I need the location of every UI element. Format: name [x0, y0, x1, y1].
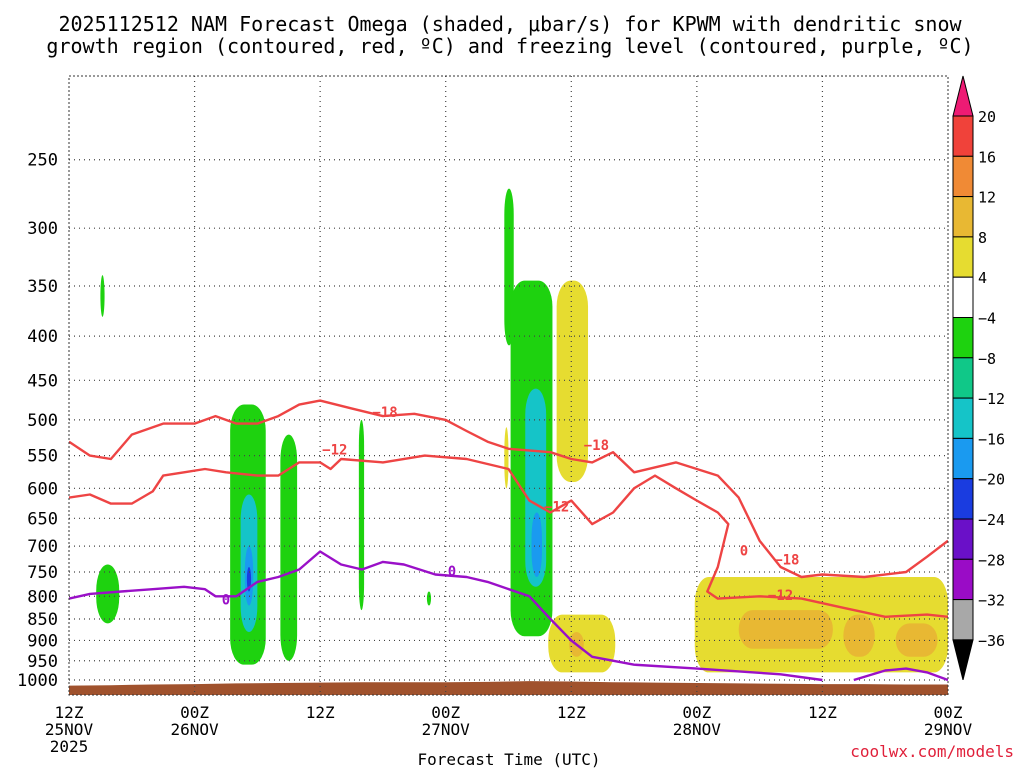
x-tick-1-l1: 00Z — [180, 703, 209, 722]
colorbar-top-arrow — [952, 75, 974, 117]
terrain — [69, 681, 948, 695]
x-tick-6-l1: 12Z — [808, 703, 837, 722]
x-tick-7-l2: 29NOV — [924, 720, 973, 739]
colorbar-label-8: −16 — [978, 430, 1005, 448]
contour-label-7: 0 — [448, 564, 456, 580]
colorbar-label-6: −8 — [978, 350, 996, 368]
omega-region-1 — [96, 564, 120, 624]
omega-region-6 — [280, 434, 298, 661]
colorbar-label-10: −24 — [978, 511, 1005, 529]
contour-label-8: 0 — [740, 544, 748, 560]
x-axis-label: Forecast Time (UTC) — [417, 750, 600, 768]
colorbar-box-6 — [952, 317, 974, 359]
colorbar-label-7: −12 — [978, 390, 1005, 408]
colorbar-bottom-arrow — [952, 639, 974, 681]
y-tick-300: 300 — [27, 219, 58, 239]
plot-area: −18 −12 −18 −12 −18 −12 0 0 0 250 300 350 400 450 500 5… — [17, 75, 973, 756]
y-tick-1000: 1000 — [17, 671, 58, 691]
chart-title-line2: growth region (contoured, red, ºC) and f… — [46, 34, 973, 58]
colorbar-label-5: −4 — [978, 310, 996, 328]
omega-region-19 — [843, 614, 875, 657]
watermark: coolwx.com/models — [850, 742, 1014, 761]
contour-0 — [69, 550, 823, 682]
omega-region-7 — [358, 419, 365, 611]
x-tick-7-l1: 00Z — [934, 703, 963, 722]
contour-label-3: −12 — [544, 499, 569, 515]
contour-label-0: −18 — [372, 405, 397, 421]
y-tick-700: 700 — [27, 537, 58, 557]
y-tick-900: 900 — [27, 631, 58, 651]
y-tick-350: 350 — [27, 277, 58, 297]
colorbar-box-13 — [952, 599, 974, 641]
colorbar-box-4 — [952, 236, 974, 278]
y-tick-600: 600 — [27, 479, 58, 499]
contour-label-6: 0 — [222, 593, 230, 609]
x-tick-1-l2: 26NOV — [170, 720, 219, 739]
y-tick-950: 950 — [27, 652, 58, 672]
omega-region-14 — [556, 280, 589, 482]
colorbar-label-1: 16 — [978, 148, 996, 166]
colorbar-label-9: −20 — [978, 471, 1005, 489]
colorbar-label-4: 4 — [978, 269, 987, 287]
y-tick-650: 650 — [27, 509, 58, 529]
contour-label-4: −18 — [774, 552, 799, 568]
colorbar-box-2 — [952, 155, 974, 198]
contour-label-5: −12 — [768, 588, 793, 604]
contour--18 — [69, 399, 948, 579]
contour-label-2: −18 — [584, 438, 609, 454]
plot-frame — [68, 75, 949, 696]
contour-0-b — [853, 667, 948, 682]
omega-region-5 — [246, 566, 252, 592]
chart-title-line1: 2025112512 NAM Forecast Omega (shaded, μ… — [58, 12, 962, 36]
x-tick-0-l1: 12Z — [55, 703, 84, 722]
colorbar-label-12: −32 — [978, 592, 1005, 610]
omega-region-0 — [100, 275, 105, 317]
omega-region-13 — [531, 512, 542, 578]
y-tick-750: 750 — [27, 563, 58, 583]
x-tick-5-l1: 00Z — [682, 703, 711, 722]
colorbar-label-3: 8 — [978, 229, 987, 247]
contour-label-1: −12 — [322, 442, 347, 458]
omega-region-10 — [504, 427, 509, 489]
omega-region-8 — [426, 591, 432, 606]
colorbar-label-11: −28 — [978, 551, 1005, 569]
y-tick-550: 550 — [27, 447, 58, 467]
y-tick-400: 400 — [27, 327, 58, 347]
y-tick-800: 800 — [27, 587, 58, 607]
colorbar-box-3 — [952, 196, 974, 238]
colorbar-label-13: −36 — [978, 632, 1005, 650]
colorbar-box-1 — [952, 115, 974, 157]
colorbar-box-11 — [952, 518, 974, 560]
colorbar-box-12 — [952, 558, 974, 601]
x-tick-0-l2: 25NOV — [45, 720, 94, 739]
y-tick-250: 250 — [27, 151, 58, 171]
x-tick-5-l2: 28NOV — [673, 720, 722, 739]
colorbar-box-10 — [952, 478, 974, 520]
y-tick-850: 850 — [27, 610, 58, 630]
colorbar: 20 16 12 8 4 −4 −8 −12 −16 −20 −24 −28 −32 −36 — [952, 75, 1005, 681]
plot-content: −18 −12 −18 −12 −18 −12 0 0 0 — [69, 76, 948, 695]
colorbar-label-2: 12 — [978, 189, 996, 207]
colorbar-label-0: 20 — [978, 108, 996, 126]
colorbar-box-9 — [952, 437, 974, 480]
colorbar-box-5 — [952, 276, 974, 319]
contour--12 — [69, 454, 948, 618]
y-tick-500: 500 — [27, 411, 58, 431]
x-tick-4-l1: 12Z — [557, 703, 586, 722]
omega-region-20 — [895, 623, 938, 657]
colorbar-box-7 — [952, 357, 974, 399]
y-tick-450: 450 — [27, 371, 58, 391]
x-tick-3-l2: 27NOV — [422, 720, 471, 739]
x-tick-2-l1: 12Z — [306, 703, 335, 722]
x-tick-0-l3: 2025 — [50, 737, 89, 756]
x-tick-3-l1: 00Z — [431, 703, 460, 722]
colorbar-box-8 — [952, 397, 974, 439]
omega-region-18 — [738, 610, 833, 649]
